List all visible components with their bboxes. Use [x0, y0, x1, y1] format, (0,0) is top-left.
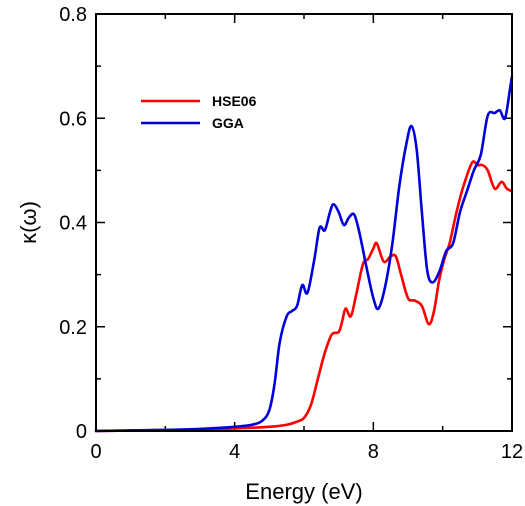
series-line-gga — [94, 75, 514, 433]
x-tick-label: 8 — [368, 441, 379, 463]
tick-labels: 0 4 8 12 0 0.2 0.4 0.6 0.8 — [59, 4, 523, 463]
y-tick-label: 0.6 — [59, 108, 87, 130]
x-tick-label: 4 — [229, 441, 240, 463]
legend-label-hse06: HSE06 — [212, 93, 257, 109]
plot-frame — [95, 13, 513, 432]
y-tick-label: 0.4 — [59, 213, 87, 235]
series-lines — [94, 75, 514, 433]
y-tick-label: 0.2 — [59, 317, 87, 339]
y-tick-label: 0 — [76, 421, 87, 443]
legend: HSE06 GGA — [141, 93, 257, 131]
x-axis-title: Energy (eV) — [245, 479, 362, 504]
x-tick-label: 12 — [501, 441, 523, 463]
axis-ticks — [95, 13, 513, 432]
y-axis-title: κ(ω) — [16, 201, 41, 244]
y-tick-label: 0.8 — [59, 4, 87, 26]
x-tick-label: 0 — [90, 441, 101, 463]
series-line-hse06 — [94, 160, 514, 433]
legend-label-gga: GGA — [212, 115, 244, 131]
